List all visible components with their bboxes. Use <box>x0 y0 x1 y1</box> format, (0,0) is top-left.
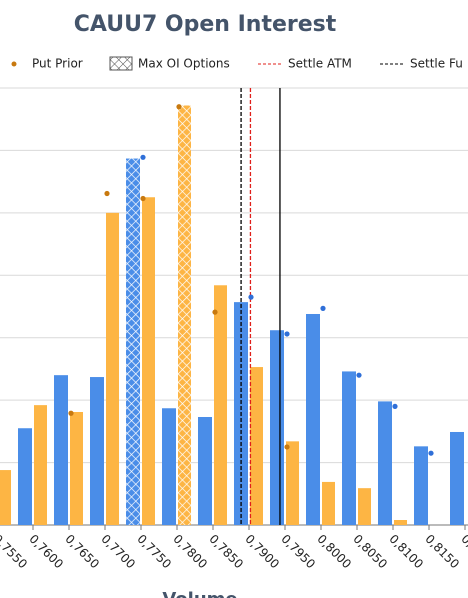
x-tick-label: 0,7950 <box>278 532 318 572</box>
bar <box>322 481 335 525</box>
legend: Put Prior Max OI Options Settle ATM Sett… <box>11 56 463 71</box>
prior-dot <box>284 331 290 337</box>
x-tick-label: 0,8200 <box>458 532 468 572</box>
x-tick-label: 0,8100 <box>386 532 426 572</box>
x-tick-label: 0,7800 <box>170 532 210 572</box>
bar <box>270 330 284 525</box>
bar <box>106 212 119 525</box>
bar <box>34 405 47 525</box>
bar <box>250 367 263 525</box>
x-tick-label: 0,8150 <box>422 532 462 572</box>
bar <box>162 408 176 525</box>
bar <box>450 431 464 525</box>
x-tick-label: 0,8050 <box>350 532 390 572</box>
bar <box>18 428 32 525</box>
prior-dot <box>176 104 182 110</box>
bar <box>342 371 356 525</box>
x-tick-label: 0,7650 <box>62 532 102 572</box>
bar <box>358 488 371 525</box>
prior-dot <box>428 450 434 456</box>
bar <box>90 377 104 525</box>
next-chart-title: Volume <box>162 589 237 598</box>
bar <box>414 446 428 525</box>
prior-dot <box>104 190 110 197</box>
x-tick-label: 0,7600 <box>26 532 66 572</box>
prior-dot <box>320 305 326 311</box>
legend-dot <box>11 61 17 67</box>
prior-dot <box>392 403 398 409</box>
x-tick-label: 0,7700 <box>98 532 138 572</box>
x-tick-label: 0,8000 <box>314 532 354 572</box>
x-tick-label: 0,7550 <box>0 532 30 572</box>
bar <box>126 158 140 525</box>
bar <box>54 375 68 525</box>
bar <box>142 197 155 525</box>
prior-dot <box>68 410 74 416</box>
bar <box>178 105 191 525</box>
prior-dot <box>212 309 218 315</box>
bar <box>286 441 299 525</box>
bar <box>0 470 11 525</box>
legend-swatch <box>109 56 133 71</box>
chart-title: CAUU7 Open Interest <box>74 12 337 37</box>
bar <box>70 412 83 525</box>
prior-dot <box>356 372 362 378</box>
x-tick-label: 0,7850 <box>206 532 246 572</box>
prior-dot <box>284 444 290 450</box>
legend-label: Put Prior <box>32 57 83 71</box>
legend-label: Settle ATM <box>288 57 352 71</box>
legend-label: Settle Fu <box>410 57 463 71</box>
bar <box>198 416 212 525</box>
prior-dot <box>140 154 146 160</box>
bar <box>306 313 320 525</box>
x-tick-label: 0,7750 <box>134 532 174 572</box>
x-tick-label: 0,7900 <box>242 532 282 572</box>
prior-dot <box>140 195 146 202</box>
legend-label: Max OI Options <box>138 57 230 71</box>
bar <box>214 285 227 525</box>
bar <box>378 401 392 525</box>
prior-dot <box>248 294 254 300</box>
bar <box>394 520 407 525</box>
